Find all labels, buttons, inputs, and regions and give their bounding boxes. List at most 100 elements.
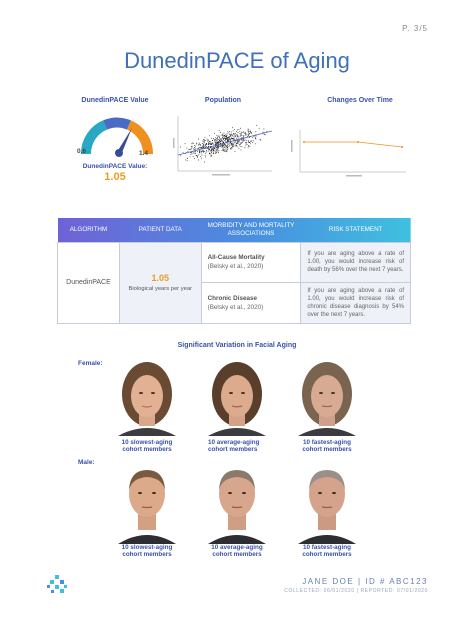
population-point bbox=[236, 137, 238, 139]
population-point bbox=[224, 143, 226, 145]
population-point bbox=[252, 136, 254, 138]
footer-patient-id: JANE DOE | ID # ABC123 bbox=[302, 577, 428, 586]
population-point bbox=[233, 128, 235, 130]
population-point bbox=[207, 139, 209, 141]
gauge-arc-low bbox=[80, 120, 108, 155]
population-point bbox=[209, 152, 210, 154]
header-algorithm: ALGORITHM bbox=[69, 225, 108, 233]
female-label: Female: bbox=[78, 360, 103, 367]
population-point bbox=[203, 140, 205, 142]
population-point bbox=[216, 135, 218, 137]
population-point bbox=[232, 133, 234, 135]
male-average-caption: 10 average-aging cohort members bbox=[211, 544, 263, 559]
population-point bbox=[236, 134, 238, 136]
population-point bbox=[198, 142, 200, 144]
population-point bbox=[248, 139, 250, 141]
population-point bbox=[225, 148, 227, 150]
population-point bbox=[218, 145, 220, 147]
population-point bbox=[201, 150, 203, 152]
population-point bbox=[210, 143, 212, 145]
population-point bbox=[227, 138, 229, 140]
gauge-value: 1.05 bbox=[104, 171, 126, 183]
population-point bbox=[223, 132, 225, 134]
population-point bbox=[191, 147, 193, 149]
population-point bbox=[215, 142, 217, 144]
population-point bbox=[239, 139, 241, 141]
morbidity-ref: (Belsky et al., 2020) bbox=[207, 263, 264, 270]
population-point bbox=[203, 145, 204, 147]
population-point bbox=[232, 143, 234, 145]
population-point bbox=[226, 133, 228, 135]
population-point bbox=[211, 143, 213, 144]
population-point bbox=[232, 127, 233, 129]
population-point bbox=[244, 132, 246, 133]
population-point bbox=[247, 147, 249, 149]
changes-line bbox=[304, 141, 403, 148]
table-row: Chronic Disease (Belsky et al., 2020) If… bbox=[58, 281, 411, 324]
population-point bbox=[203, 143, 205, 145]
population-point bbox=[253, 140, 255, 142]
population-point bbox=[237, 129, 239, 131]
population-point bbox=[215, 149, 217, 151]
population-point bbox=[214, 139, 216, 141]
population-point bbox=[210, 156, 212, 158]
population-point bbox=[243, 131, 244, 133]
population-point bbox=[195, 143, 197, 145]
population-point bbox=[239, 145, 241, 147]
population-point bbox=[205, 146, 206, 148]
population-point bbox=[223, 144, 225, 146]
population-point bbox=[200, 150, 202, 152]
logo-icon bbox=[46, 574, 68, 596]
algorithm-table: ALGORITHM PATIENT DATA MORBIDITY AND MOR… bbox=[57, 218, 411, 324]
population-point bbox=[224, 138, 226, 140]
population-point bbox=[215, 137, 217, 139]
population-point bbox=[233, 138, 235, 139]
population-point bbox=[194, 145, 196, 147]
population-point bbox=[263, 128, 265, 130]
population-point bbox=[263, 131, 265, 133]
population-point bbox=[185, 159, 187, 161]
population-point bbox=[225, 136, 227, 138]
population-point bbox=[197, 148, 198, 150]
population-point bbox=[209, 148, 211, 150]
population-point bbox=[237, 143, 239, 145]
population-point bbox=[190, 153, 192, 155]
population-point bbox=[239, 133, 241, 135]
population-point bbox=[210, 154, 212, 156]
population-point bbox=[214, 140, 216, 142]
population-point bbox=[233, 145, 235, 147]
population-point bbox=[221, 144, 223, 146]
population-point bbox=[264, 134, 266, 136]
population-point bbox=[217, 148, 219, 150]
population-point bbox=[226, 150, 228, 152]
female-average-face-image bbox=[208, 360, 266, 436]
gauge-min-label: 0.6 bbox=[77, 148, 87, 155]
population-point bbox=[240, 133, 242, 135]
population-point bbox=[213, 133, 215, 135]
population-point bbox=[244, 147, 246, 149]
population-point bbox=[208, 153, 210, 155]
population-point bbox=[236, 134, 238, 136]
population-point bbox=[223, 137, 225, 139]
population-point bbox=[193, 142, 195, 144]
population-point bbox=[224, 146, 226, 148]
population-point bbox=[255, 135, 257, 137]
population-point bbox=[233, 142, 235, 144]
changes-point bbox=[401, 146, 403, 148]
population-point bbox=[192, 156, 194, 157]
patient-cell: 1.05 Biological years per year bbox=[118, 241, 202, 324]
population-point bbox=[213, 149, 215, 151]
population-point bbox=[207, 150, 209, 152]
population-point bbox=[219, 146, 221, 148]
population-point bbox=[216, 139, 218, 141]
population-point bbox=[212, 148, 214, 150]
gauge-arc-mid bbox=[103, 117, 131, 130]
changes-title: Changes Over Time bbox=[327, 97, 393, 104]
population-point bbox=[202, 144, 204, 145]
population-point bbox=[241, 145, 243, 147]
population-point bbox=[184, 143, 186, 145]
population-point bbox=[193, 151, 195, 153]
changes-point bbox=[303, 141, 305, 143]
population-point bbox=[225, 149, 227, 151]
risk-cell: If you are aging above a rate of 1.00, y… bbox=[300, 241, 411, 283]
